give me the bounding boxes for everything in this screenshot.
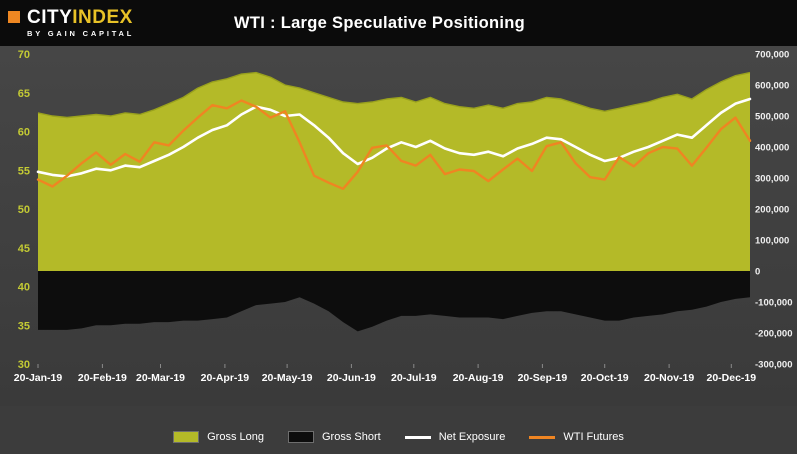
right-axis-label: -200,000	[755, 329, 793, 340]
legend-item-gross-short: Gross Short	[288, 431, 381, 443]
right-axis-label: 600,000	[755, 81, 789, 92]
right-axis-label: 0	[755, 267, 760, 278]
x-axis-label: 20-Jan-19	[14, 372, 63, 384]
right-axis-label: 200,000	[755, 205, 789, 216]
cityindex-logo: CITYINDEX BY GAIN CAPITAL	[8, 8, 134, 38]
right-axis-label: 300,000	[755, 174, 789, 185]
left-axis-label: 50	[18, 204, 30, 216]
left-axis-label: 55	[18, 165, 30, 177]
right-axis-label: 500,000	[755, 112, 789, 123]
legend-item-net-exposure: Net Exposure	[404, 431, 506, 443]
left-axis-label: 35	[18, 320, 30, 332]
net-exposure-swatch	[404, 435, 431, 439]
x-axis-label: 20-Feb-19	[78, 372, 127, 384]
x-axis-label: 20-Mar-19	[136, 372, 185, 384]
left-axis-label: 65	[18, 88, 30, 100]
legend-item-wti-futures: WTI Futures	[529, 431, 624, 443]
gross-short-swatch	[288, 431, 314, 443]
left-axis-label: 40	[18, 282, 30, 294]
logo-wordmark: CITYINDEX	[27, 8, 134, 27]
logo-text: CITYINDEX BY GAIN CAPITAL	[27, 8, 134, 38]
legend: Gross Long Gross Short Net Exposure WTI …	[0, 426, 797, 448]
right-axis-label: 700,000	[755, 50, 789, 61]
right-axis-label: -100,000	[755, 298, 793, 309]
logo-square-icon	[8, 11, 20, 23]
logo-city: CITY	[27, 7, 73, 28]
net-exposure-line	[36, 97, 752, 178]
left-axis-label: 30	[18, 359, 30, 371]
gross-short-area	[38, 271, 750, 332]
right-axis-label: -300,000	[755, 360, 793, 371]
gross-long-swatch	[173, 431, 200, 443]
right-axis-label: 100,000	[755, 236, 789, 247]
x-axis-label: 20-Jul-19	[391, 372, 437, 384]
chart-area: 70 65 60 55 50 45 40 35 30 700,000 600,000 500,000 4…	[0, 46, 797, 406]
header-bar: CITYINDEX BY GAIN CAPITAL WTI : Large Sp…	[0, 0, 797, 46]
legend-label: Gross Short	[322, 431, 381, 443]
left-axis-label: 45	[18, 243, 30, 255]
x-axis-label: 20-Sep-19	[518, 372, 568, 384]
left-axis-label: 60	[18, 127, 30, 139]
page-title: WTI : Large Speculative Positioning	[234, 13, 526, 32]
x-axis-label: 20-Nov-19	[644, 372, 694, 384]
x-axis-label: 20-Apr-19	[201, 372, 250, 384]
wti-futures-line	[36, 99, 752, 191]
wti-futures-swatch	[529, 435, 556, 439]
x-axis-label: 20-Aug-19	[453, 372, 504, 384]
chart-svg: 70 65 60 55 50 45 40 35 30 700,000 600,000 500,000 4…	[14, 49, 793, 384]
legend-item-gross-long: Gross Long	[173, 431, 264, 443]
right-axis-label: 400,000	[755, 143, 789, 154]
logo-index: INDEX	[72, 7, 133, 28]
x-axis-label: 20-Oct-19	[581, 372, 629, 384]
x-axis-label: 20-Jun-19	[327, 372, 376, 384]
x-axis-label: 20-Dec-19	[706, 372, 756, 384]
legend-label: WTI Futures	[563, 431, 624, 443]
gross-long-edge	[37, 71, 751, 119]
legend-label: Gross Long	[207, 431, 264, 443]
logo-byline: BY GAIN CAPITAL	[27, 29, 135, 38]
gross-long-area	[38, 72, 750, 271]
x-axis-label: 20-May-19	[262, 372, 313, 384]
left-axis-label: 70	[18, 49, 30, 61]
legend-label: Net Exposure	[438, 431, 506, 443]
